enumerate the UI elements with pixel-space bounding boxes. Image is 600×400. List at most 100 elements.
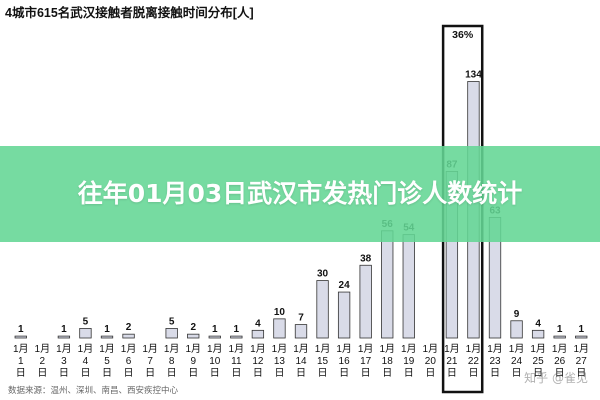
bar-value-label: 1 <box>61 324 67 335</box>
x-tick-label: 1 <box>18 356 24 367</box>
x-tick-label: 日 <box>447 368 457 379</box>
bar <box>122 333 135 339</box>
x-tick-label: 1月 <box>142 343 158 355</box>
bar-value-label: 7 <box>298 313 304 324</box>
bars-layer <box>14 81 588 339</box>
x-tick-label: 1月 <box>229 343 245 355</box>
x-tick-label: 日 <box>468 368 478 379</box>
x-tick-label: 日 <box>339 368 349 379</box>
bar <box>553 335 566 339</box>
bar <box>294 324 308 339</box>
bar <box>14 335 27 339</box>
x-tick-label: 4 <box>83 356 89 367</box>
x-tick-label: 13 <box>274 356 286 367</box>
x-tick-label: 8 <box>169 356 175 367</box>
x-tick-label: 1月 <box>423 343 439 355</box>
x-tick-label: 1月 <box>272 343 288 355</box>
x-tick-label: 日 <box>188 368 198 379</box>
bar-value-label: 1 <box>234 324 240 335</box>
bar-value-label: 10 <box>274 307 286 318</box>
bar-value-label: 4 <box>255 318 261 329</box>
bar-value-label: 134 <box>465 69 482 80</box>
x-tick-label: 26 <box>554 356 566 367</box>
bar <box>165 328 178 339</box>
bar <box>187 333 200 339</box>
x-tick-label: 日 <box>555 368 565 379</box>
x-tick-label: 1月 <box>121 343 137 355</box>
x-tick-label: 日 <box>124 368 134 379</box>
bar <box>57 335 71 339</box>
bar-value-label: 2 <box>126 322 132 333</box>
x-tick-label: 7 <box>147 356 153 367</box>
overlay-title: 往年01月03日武汉市发热门诊人数统计 <box>77 179 523 208</box>
x-tick-labels-layer: 1月1日1月2日1月3日1月4日1月5日1月6日1月7日1月8日1月9日1月10… <box>13 343 589 379</box>
x-tick-label: 21 <box>446 356 458 367</box>
x-tick-label: 日 <box>512 368 522 379</box>
x-tick-label: 日 <box>490 368 500 379</box>
bar-value-label: 9 <box>514 309 520 320</box>
bar-value-label: 24 <box>339 280 351 291</box>
x-tick-label: 1月 <box>35 343 51 355</box>
bar <box>208 335 221 339</box>
x-tick-label: 9 <box>190 356 196 367</box>
x-tick-label: 日 <box>231 368 241 379</box>
x-tick-label: 18 <box>382 356 394 367</box>
bar <box>273 318 286 339</box>
bar <box>316 280 329 339</box>
x-tick-label: 6 <box>126 356 132 367</box>
x-tick-label: 1月 <box>530 343 546 355</box>
x-tick-label: 2 <box>40 356 46 367</box>
x-tick-label: 1月 <box>293 343 309 355</box>
bar <box>337 291 351 339</box>
x-tick-label: 1月 <box>13 343 29 355</box>
x-tick-label: 1月 <box>315 343 331 355</box>
bar-value-label: 1 <box>104 324 110 335</box>
bar <box>100 335 114 339</box>
bar <box>510 320 523 339</box>
bar-value-label: 5 <box>169 316 175 327</box>
x-tick-label: 日 <box>425 368 435 379</box>
bar-value-label: 38 <box>360 253 372 264</box>
x-tick-label: 日 <box>145 368 155 379</box>
x-tick-label: 17 <box>360 356 372 367</box>
bar-value-label: 30 <box>317 269 329 280</box>
x-tick-label: 12 <box>252 356 264 367</box>
bar-value-label: 1 <box>18 324 24 335</box>
x-tick-label: 日 <box>274 368 284 379</box>
x-tick-label: 15 <box>317 356 329 367</box>
x-tick-label: 日 <box>210 368 220 379</box>
bar-value-label: 1 <box>212 324 218 335</box>
x-tick-label: 日 <box>382 368 392 379</box>
x-tick-label: 11 <box>231 356 242 367</box>
x-tick-label: 5 <box>104 356 110 367</box>
x-tick-label: 20 <box>425 356 437 367</box>
x-tick-label: 19 <box>403 356 415 367</box>
x-tick-label: 1月 <box>78 343 94 355</box>
x-tick-label: 1月 <box>185 343 201 355</box>
x-tick-label: 1月 <box>573 343 589 355</box>
chart-title: 4城市615名武汉接触者脱离接触时间分布[人] <box>5 5 254 20</box>
x-tick-label: 1月 <box>56 343 72 355</box>
bar <box>575 335 588 339</box>
bar <box>79 328 92 339</box>
bar-value-label: 4 <box>535 318 541 329</box>
x-tick-label: 日 <box>80 368 90 379</box>
x-tick-label: 日 <box>37 368 47 379</box>
x-tick-label: 日 <box>533 368 543 379</box>
x-tick-label: 1月 <box>207 343 223 355</box>
x-tick-label: 日 <box>167 368 177 379</box>
x-tick-label: 1月 <box>444 343 460 355</box>
x-tick-label: 3 <box>61 356 67 367</box>
x-tick-label: 27 <box>576 356 588 367</box>
x-tick-label: 1月 <box>99 343 115 355</box>
x-tick-label: 1月 <box>466 343 482 355</box>
source-note: 数据来源：温州、深圳、南昌、西安疾控中心 <box>8 385 179 395</box>
x-tick-label: 日 <box>318 368 328 379</box>
x-tick-label: 23 <box>489 356 501 367</box>
x-tick-label: 日 <box>102 368 112 379</box>
title-banner: 往年01月03日武汉市发热门诊人数统计 <box>0 146 600 242</box>
x-tick-label: 1月 <box>509 343 525 355</box>
bar <box>531 329 545 339</box>
watermark-text: 知乎 @雀见 <box>524 371 588 385</box>
x-tick-label: 10 <box>209 356 221 367</box>
